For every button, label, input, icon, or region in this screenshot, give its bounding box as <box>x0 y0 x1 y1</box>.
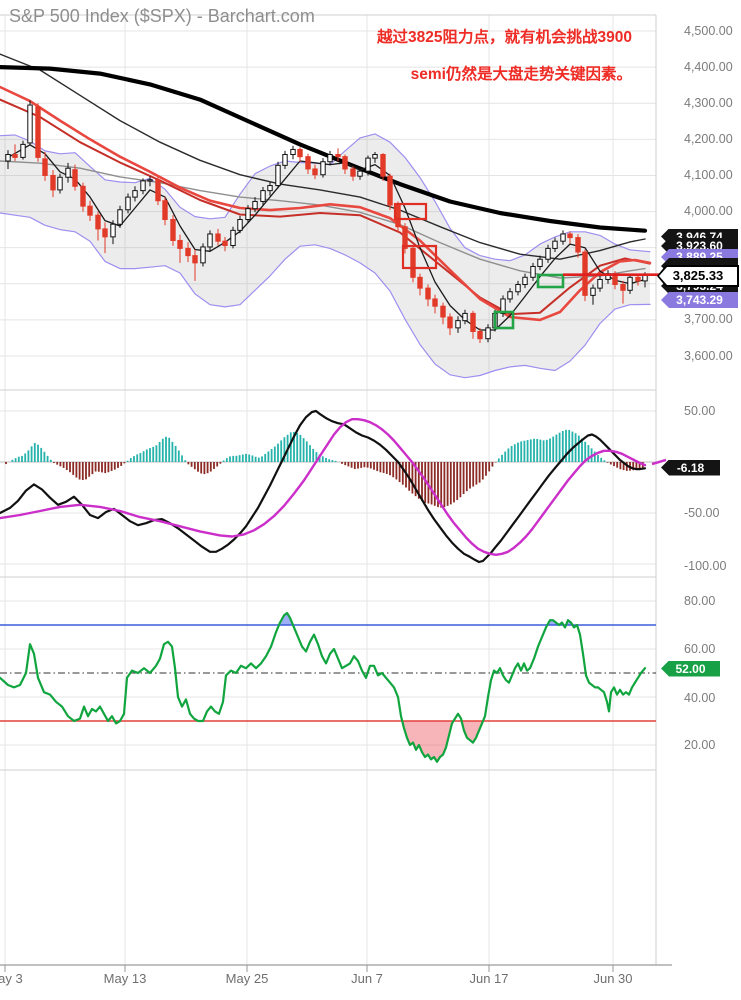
price-axis-label: 3,600.00 <box>684 349 733 363</box>
macd-axis-label: 50.00 <box>684 404 716 418</box>
macd-value-badge: -6.18 <box>661 459 720 476</box>
date-axis-label: May 13 <box>103 971 147 986</box>
macd-axis-label: -50.00 <box>684 506 720 520</box>
price-axis-label: 3,700.00 <box>684 312 733 326</box>
rsi-axis-label: 60.00 <box>684 642 716 656</box>
rsi-axis-label: 20.00 <box>684 738 716 752</box>
price-axis-label: 4,400.00 <box>684 60 733 74</box>
last-price-badge: 3,825.33 <box>657 265 739 287</box>
date-axis-label: Jun 30 <box>593 971 633 986</box>
price-axis-label: 4,100.00 <box>684 168 733 182</box>
last-price-badge-text: 3,825.33 <box>659 267 737 285</box>
rsi-axis-label: 80.00 <box>684 594 716 608</box>
rsi-value-badge: 52.00 <box>661 660 720 677</box>
annotation-note-2: semi仍然是大盘走势关键因素。 <box>410 66 632 83</box>
price-axis-label: 4,500.00 <box>684 24 733 38</box>
chart-title: S&P 500 Index ($SPX) - Barchart.com <box>9 6 315 26</box>
date-axis-label: May 25 <box>225 971 269 986</box>
annotation-note-1: 越过3825阻力点，就有机会挑战3900 <box>377 29 632 46</box>
rsi-axis-label: 40.00 <box>684 691 716 705</box>
price-axis-label: 4,000.00 <box>684 204 733 218</box>
price-axis-label: 4,200.00 <box>684 132 733 146</box>
date-axis-label: Jun 7 <box>351 971 383 986</box>
date-axis-label: Jun 17 <box>469 971 509 986</box>
price-badge-bb-lower: 3,743.29 <box>661 292 738 308</box>
macd-axis-label: -100.00 <box>684 559 727 573</box>
date-axis-label: May 3 <box>0 971 23 986</box>
price-axis-label: 4,300.00 <box>684 96 733 110</box>
